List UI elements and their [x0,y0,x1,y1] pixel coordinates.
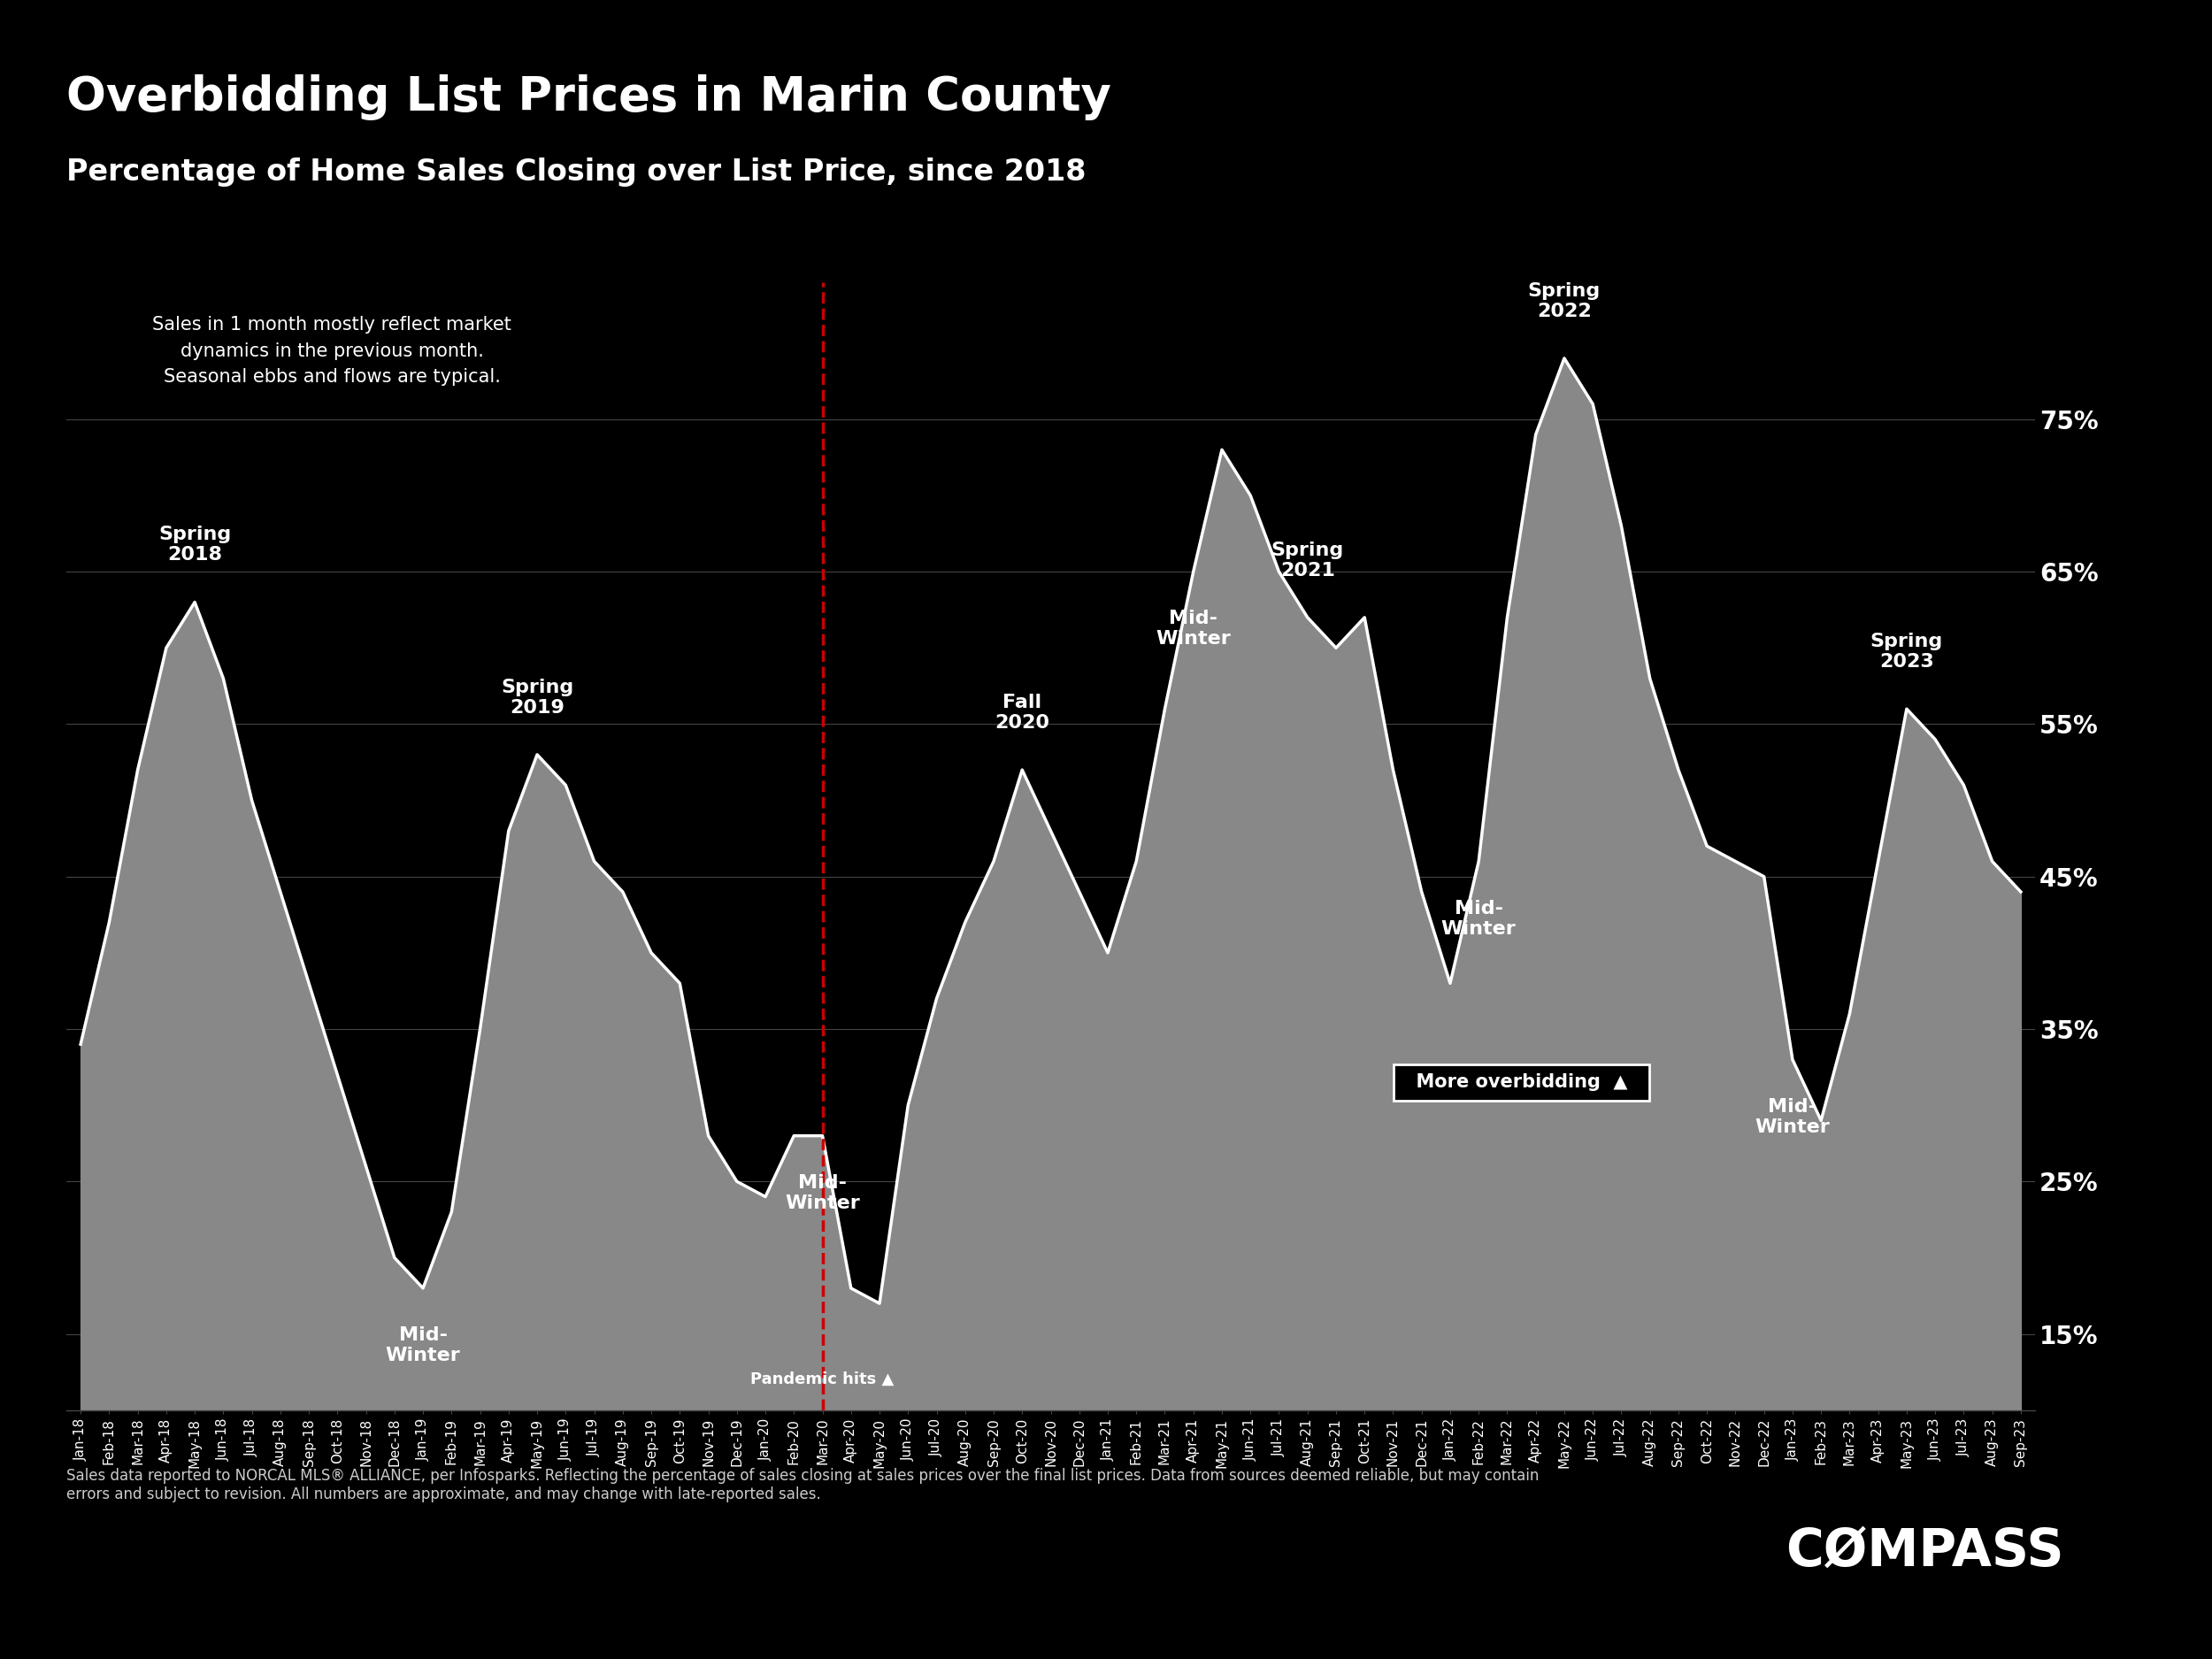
Text: More overbidding  ▲: More overbidding ▲ [1402,1073,1639,1092]
Text: Mid-
Winter: Mid- Winter [1157,611,1230,649]
Text: Spring
2022: Spring 2022 [1528,282,1601,320]
Text: Sales in 1 month mostly reflect market
dynamics in the previous month.
Seasonal : Sales in 1 month mostly reflect market d… [153,315,511,387]
Text: Spring
2019: Spring 2019 [500,679,573,717]
Text: Overbidding List Prices in Marin County: Overbidding List Prices in Marin County [66,75,1110,121]
Text: Mid-
Winter: Mid- Winter [1754,1098,1829,1136]
Text: Sales data reported to NORCAL MLS® ALLIANCE, per Infosparks. Reflecting the perc: Sales data reported to NORCAL MLS® ALLIA… [66,1468,1540,1503]
Text: Mid-
Winter: Mid- Winter [385,1326,460,1364]
Text: CØMPASS: CØMPASS [1785,1526,2064,1576]
Text: Percentage of Home Sales Closing over List Price, since 2018: Percentage of Home Sales Closing over Li… [66,158,1086,187]
Text: Spring
2023: Spring 2023 [1871,632,1942,670]
Text: Fall
2020: Fall 2020 [995,693,1051,732]
Text: Mid-
Winter: Mid- Winter [1442,899,1515,937]
Text: Spring
2021: Spring 2021 [1272,541,1345,579]
Text: Mid-
Winter: Mid- Winter [785,1175,860,1213]
Text: Spring
2018: Spring 2018 [159,526,230,564]
Text: Pandemic hits ▲: Pandemic hits ▲ [750,1372,894,1387]
